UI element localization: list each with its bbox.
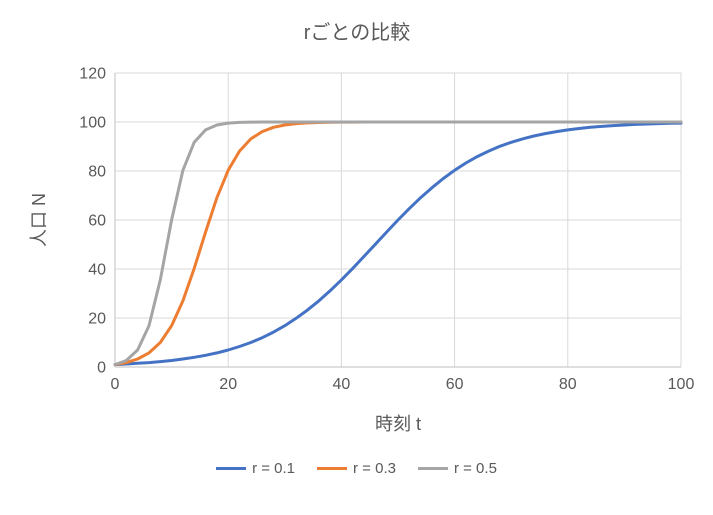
y-tick-label: 100 (79, 115, 106, 132)
y-tick-label: 120 (79, 66, 106, 83)
x-tick-label: 100 (668, 376, 695, 393)
series-line-2 (113, 120, 683, 367)
y-tick-label: 40 (88, 262, 106, 279)
y-tick-label: 20 (88, 311, 106, 328)
x-tick-label: 40 (333, 376, 351, 393)
legend-line-marker (417, 467, 448, 470)
y-tick-label: 80 (88, 164, 106, 181)
y-tick-label: 0 (97, 360, 106, 377)
legend-line-marker (216, 467, 247, 470)
x-tick-label: 60 (446, 376, 464, 393)
legend-item-2: r = 0.5 (417, 460, 497, 477)
x-tick-label: 80 (559, 376, 577, 393)
legend-label: r = 0.1 (252, 460, 296, 477)
x-tick-label: 20 (219, 376, 237, 393)
legend-item-1: r = 0.3 (317, 460, 396, 477)
legend-label: r = 0.3 (353, 460, 396, 477)
y-tick-label: 60 (88, 213, 106, 230)
x-axis-title: 時刻 t (374, 414, 422, 434)
chart-title: rごとの比較 (303, 22, 411, 44)
legend: r = 0.1 r = 0.3 r = 0.5 (0, 460, 713, 477)
legend-label: r = 0.5 (453, 460, 497, 477)
legend-line-marker (317, 467, 348, 470)
series-line-1 (113, 120, 683, 367)
legend-item-0: r = 0.1 (216, 460, 295, 477)
x-tick-label: 0 (111, 376, 120, 393)
series-line-0 (113, 121, 683, 367)
